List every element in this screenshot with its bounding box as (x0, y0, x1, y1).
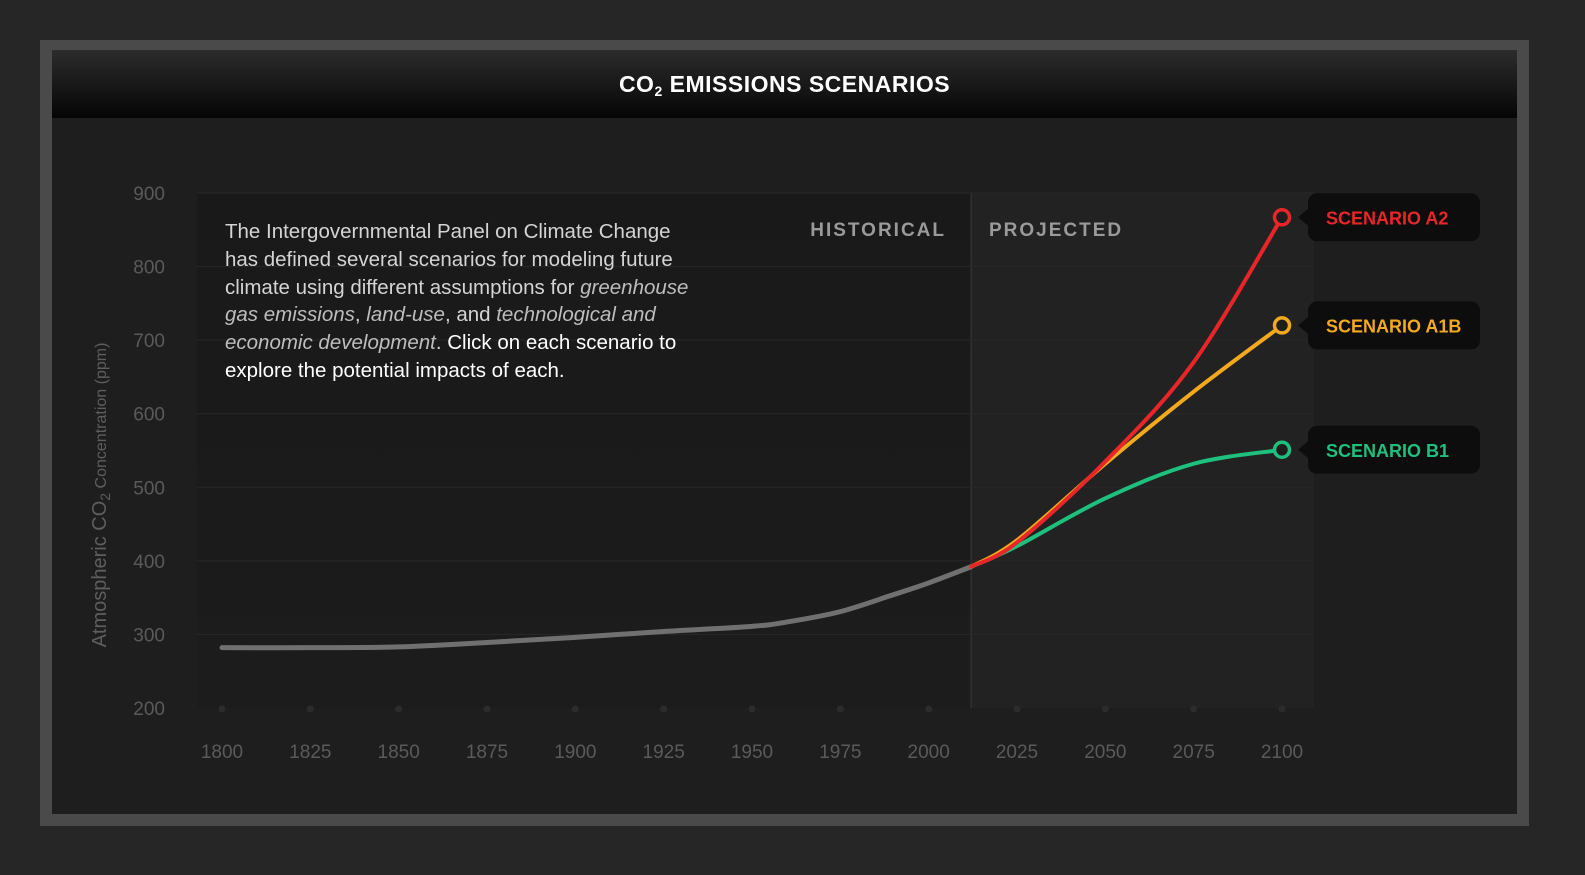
x-tick-dot (748, 705, 756, 713)
chart-title-bar: CO2 EMISSIONS SCENARIOS (52, 50, 1517, 118)
historical-region-label: HISTORICAL (810, 220, 946, 241)
projected-region (971, 193, 1314, 708)
x-tick-dot (218, 705, 226, 713)
historical-line (219, 564, 974, 651)
scenario-label-pointer (1298, 439, 1310, 460)
x-tick-label: 1900 (554, 742, 596, 763)
x-tick-dot (1101, 705, 1109, 713)
scenario-label-text: SCENARIO B1 (1326, 441, 1449, 461)
x-tick-dot (1190, 705, 1198, 713)
y-tick-label: 600 (133, 405, 165, 426)
x-tick-label: 1800 (201, 742, 243, 763)
y-axis-label: Atmospheric CO2 Concentration (ppm) (89, 343, 113, 648)
x-tick-label: 1925 (643, 742, 685, 763)
scenario-end-marker[interactable] (1272, 316, 1292, 335)
chart-frame: CO2 EMISSIONS SCENARIOS 200 300 400 500 600 7… (40, 40, 1529, 826)
scenario-label-text: SCENARIO A1B (1326, 316, 1461, 336)
y-tick-label: 700 (133, 331, 165, 352)
y-tick-label: 800 (133, 258, 165, 279)
scenario-label-pointer (1298, 207, 1310, 228)
x-tick-dot (395, 705, 403, 713)
scenario-line[interactable] (969, 215, 1284, 569)
chart-description: The Intergovernmental Panel on Climate C… (225, 220, 689, 382)
y-tick-label: 200 (133, 699, 165, 720)
scenario-label-tag[interactable]: SCENARIO A2 (1298, 193, 1480, 242)
x-tick-dot (836, 705, 844, 713)
chart-panel: CO2 EMISSIONS SCENARIOS 200 300 400 500 600 7… (52, 50, 1517, 814)
x-tick-dot (925, 705, 933, 713)
x-tick-dot (306, 705, 314, 713)
historical-region (197, 193, 972, 708)
x-tick-label: 1825 (289, 742, 331, 763)
x-tick-label: 1975 (819, 742, 861, 763)
x-tick-label: 2075 (1173, 742, 1215, 763)
x-tick-label: 2000 (908, 742, 950, 763)
x-tick-dot (1013, 705, 1021, 713)
x-tick-dot (483, 705, 491, 713)
scenario-end-marker[interactable] (1272, 208, 1292, 227)
scenario-label-tag[interactable]: SCENARIO A1B (1298, 301, 1480, 350)
x-tick-dot (571, 705, 579, 713)
scenario-end-marker[interactable] (1272, 440, 1292, 460)
scenario-label-box (1308, 425, 1480, 474)
y-tick-label: 900 (133, 184, 165, 205)
x-tick-label: 1950 (731, 742, 773, 763)
scenario-label-box (1308, 301, 1480, 350)
x-tick-label: 2100 (1261, 742, 1303, 763)
x-tick-dot (1278, 705, 1286, 713)
x-tick-label: 1875 (466, 742, 508, 763)
x-tick-label: 2025 (996, 742, 1038, 763)
x-tick-dot (660, 705, 668, 713)
scenario-label-box (1308, 193, 1480, 242)
scenario-label-pointer (1298, 315, 1310, 336)
scenario-label-tag[interactable]: SCENARIO B1 (1298, 425, 1480, 474)
chart-title: CO2 EMISSIONS SCENARIOS (618, 70, 951, 99)
y-tick-label: 300 (133, 625, 165, 646)
x-tick-label: 2050 (1084, 742, 1126, 763)
y-tick-label: 500 (133, 478, 165, 499)
scenario-label-text: SCENARIO A2 (1326, 208, 1448, 228)
y-tick-label: 400 (133, 552, 165, 573)
projected-region-label: PROJECTED (989, 220, 1123, 241)
x-tick-label: 1850 (378, 742, 420, 763)
co2-chart: 200 300 400 500 600 700 800 900 1800 1825 1850 1875… (89, 184, 1480, 763)
